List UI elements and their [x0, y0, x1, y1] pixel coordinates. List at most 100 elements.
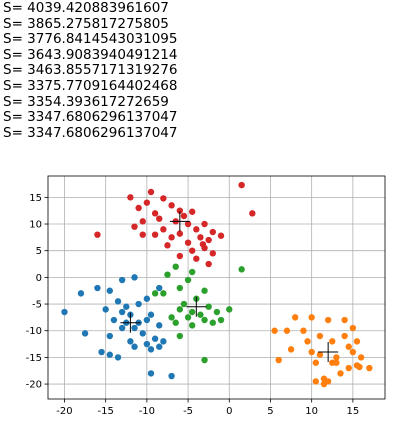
data-point: [176, 230, 184, 237]
data-point: [226, 306, 233, 313]
data-point: [102, 306, 109, 313]
data-point: [283, 327, 291, 334]
log-line: S= 3347.6806296137047: [3, 109, 178, 126]
data-point: [156, 343, 163, 350]
data-point: [197, 311, 204, 318]
data-point: [81, 330, 89, 337]
data-point: [304, 338, 311, 345]
data-point: [193, 226, 200, 233]
data-point: [201, 316, 208, 324]
data-point: [151, 210, 159, 217]
log-line: S= 3865.275817275805: [3, 15, 169, 32]
data-point: [110, 316, 118, 324]
data-point: [160, 338, 167, 345]
data-point: [139, 231, 146, 238]
x-tick-label: -15: [98, 406, 114, 417]
log-line: S= 3354.393617272659: [3, 93, 169, 110]
data-point: [197, 234, 204, 241]
data-point: [349, 324, 357, 332]
data-point: [199, 241, 207, 248]
data-point: [333, 359, 340, 366]
data-point: [300, 327, 307, 334]
data-point: [156, 215, 163, 222]
data-point: [151, 290, 159, 297]
data-point: [94, 231, 101, 238]
data-point: [139, 330, 146, 337]
log-line: S= 3776.8414543031095: [3, 31, 178, 48]
data-point: [127, 194, 134, 201]
centroid-marker: [169, 211, 190, 232]
data-point: [188, 268, 196, 276]
data-point: [98, 348, 105, 356]
data-point: [106, 287, 113, 294]
data-point: [205, 303, 212, 310]
data-point: [184, 239, 192, 246]
data-point: [209, 319, 216, 326]
data-point: [316, 351, 324, 358]
centroid-markers: [120, 211, 339, 363]
y-tick-label: -15: [26, 353, 42, 364]
data-point: [143, 340, 151, 348]
data-point: [118, 324, 126, 332]
data-point: [147, 188, 155, 196]
data-point: [131, 324, 138, 332]
data-point: [329, 338, 336, 345]
data-point: [188, 308, 196, 316]
data-point: [156, 284, 163, 292]
data-point: [188, 322, 196, 329]
data-point: [201, 287, 208, 294]
x-tick-label: -10: [139, 406, 155, 417]
data-point: [139, 218, 146, 225]
data-point: [316, 332, 324, 340]
data-point: [333, 354, 340, 361]
data-point: [345, 343, 352, 350]
x-tick-label: 15: [346, 406, 359, 417]
data-point: [172, 263, 179, 270]
data-point: [147, 346, 155, 353]
data-point: [131, 274, 138, 281]
data-point: [345, 364, 352, 372]
data-point: [180, 212, 188, 220]
data-point: [184, 314, 192, 321]
data-point: [147, 370, 155, 377]
data-point: [366, 364, 373, 372]
data-point: [176, 332, 184, 340]
data-point: [184, 220, 192, 228]
y-tick-label: -20: [26, 380, 42, 391]
x-tick-label: 0: [226, 406, 232, 417]
data-point: [312, 359, 319, 366]
data-point: [209, 228, 216, 236]
data-point: [238, 266, 245, 273]
data-point: [341, 332, 348, 340]
data-point: [205, 260, 212, 268]
data-point: [118, 276, 126, 284]
data-point: [324, 316, 332, 324]
data-points: [61, 181, 373, 388]
data-point: [217, 316, 225, 324]
data-point: [209, 250, 216, 257]
data-point: [118, 308, 126, 316]
data-point: [287, 346, 295, 353]
data-point: [312, 378, 319, 385]
data-point: [193, 255, 200, 262]
data-point: [106, 332, 113, 340]
data-point: [135, 300, 142, 308]
data-point: [172, 319, 179, 326]
data-point: [205, 236, 212, 244]
data-point: [160, 195, 167, 202]
data-point: [353, 338, 361, 345]
data-point: [168, 234, 175, 241]
centroid-marker: [318, 342, 339, 363]
data-point: [271, 327, 278, 334]
data-point: [106, 351, 113, 358]
centroid-marker: [120, 312, 141, 333]
data-point: [61, 308, 68, 316]
grid: [48, 176, 385, 399]
data-point: [341, 316, 348, 324]
data-point: [201, 220, 208, 228]
data-point: [143, 295, 151, 302]
log-line: S= 3347.6806296137047: [3, 124, 178, 141]
y-tick-label: 5: [36, 246, 42, 257]
data-point: [123, 303, 130, 310]
y-tick-label: 15: [29, 193, 42, 204]
